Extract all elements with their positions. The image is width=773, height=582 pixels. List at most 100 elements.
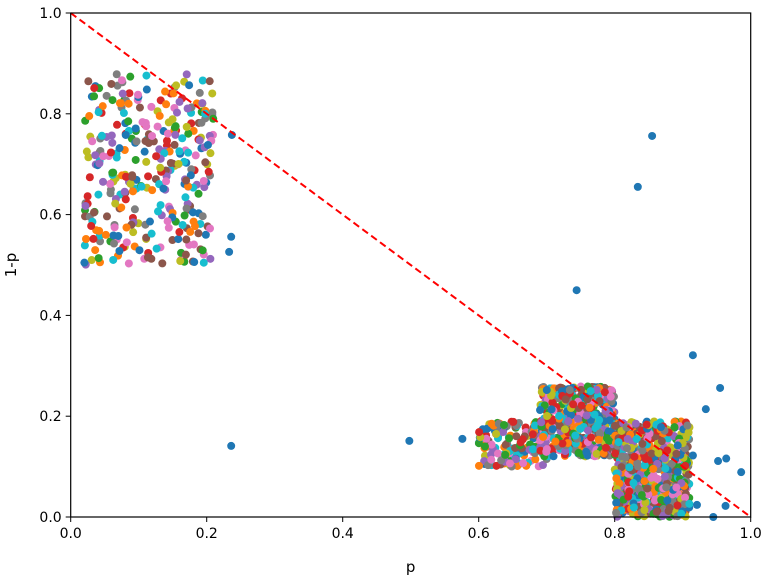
- scatter-point: [592, 449, 601, 458]
- scatter-point: [625, 463, 634, 472]
- y-tick-label: 0.6: [39, 208, 61, 224]
- scatter-point: [85, 173, 94, 182]
- scatter-point: [186, 227, 195, 236]
- scatter-point: [118, 89, 127, 98]
- scatter-point: [505, 459, 514, 468]
- scatter-point: [621, 453, 630, 462]
- scatter-point: [657, 495, 666, 504]
- scatter-point: [83, 192, 92, 201]
- scatter-point: [173, 108, 182, 117]
- scatter-point: [164, 118, 173, 127]
- scatter-point: [673, 501, 682, 510]
- scatter-point: [184, 148, 193, 157]
- scatter-point: [134, 90, 143, 99]
- scatter-point: [500, 420, 509, 429]
- scatter-point: [654, 448, 663, 457]
- scatter-point: [684, 470, 693, 479]
- scatter-point: [649, 464, 658, 473]
- scatter-point: [97, 131, 106, 140]
- scatter-point: [613, 489, 622, 498]
- scatter-point: [637, 491, 646, 500]
- scatter-point: [91, 151, 100, 160]
- scatter-point: [183, 104, 192, 113]
- scatter-point: [683, 421, 692, 430]
- scatter-point: [158, 259, 167, 268]
- scatter-point: [474, 461, 483, 470]
- scatter-point: [90, 84, 99, 93]
- scatter-point: [617, 463, 626, 472]
- scatter-point: [91, 246, 100, 255]
- scatter-point: [585, 403, 594, 412]
- scatter-point: [577, 401, 586, 410]
- scatter-point: [181, 193, 190, 202]
- scatter-point: [664, 507, 673, 516]
- scatter-point: [130, 205, 139, 214]
- scatter-point: [499, 428, 508, 437]
- scatter-point: [519, 459, 528, 468]
- scatter-point: [205, 77, 214, 86]
- scatter-point: [108, 138, 117, 147]
- scatter-point: [634, 484, 643, 493]
- scatter-point: [178, 134, 187, 143]
- scatter-point: [182, 235, 191, 244]
- scatter-point: [629, 503, 638, 512]
- scatter-point: [190, 222, 199, 231]
- scatter-point: [99, 152, 108, 161]
- scatter-point: [198, 99, 207, 108]
- scatter-point: [175, 97, 184, 106]
- scatter-point: [200, 183, 209, 192]
- scatter-point: [548, 398, 557, 407]
- scatter-point: [102, 212, 111, 221]
- scatter-point: [530, 421, 539, 430]
- scatter-point: [182, 122, 191, 131]
- scatter-point: [89, 208, 98, 217]
- y-tick-label: 0.2: [39, 409, 61, 425]
- scatter-point: [84, 77, 93, 86]
- scatter-point: [190, 258, 199, 267]
- plot-frame: [70, 12, 752, 518]
- scatter-point: [487, 455, 496, 464]
- scatter-point: [205, 224, 214, 233]
- scatter-point: [593, 420, 602, 429]
- scatter-point: [641, 454, 650, 463]
- scatter-point: [108, 96, 117, 105]
- scatter-point: [653, 474, 662, 483]
- scatter-point: [94, 190, 103, 199]
- outlier-point: [688, 451, 697, 460]
- scatter-point: [96, 237, 105, 246]
- scatter-point: [561, 395, 570, 404]
- scatter-point: [113, 120, 122, 129]
- scatter-point: [119, 109, 128, 118]
- scatter-point: [594, 435, 603, 444]
- scatter-point: [170, 140, 179, 149]
- scatter-point: [166, 158, 175, 167]
- scatter-point: [197, 118, 206, 127]
- y-tick-label: 1.0: [39, 6, 61, 22]
- scatter-point: [201, 230, 210, 239]
- scatter-point: [685, 499, 694, 508]
- scatter-point: [492, 461, 501, 470]
- x-tick-label: 0.8: [604, 526, 626, 542]
- scatter-point: [632, 434, 641, 443]
- scatter-point: [107, 79, 116, 88]
- scatter-point: [640, 506, 649, 515]
- scatter-point: [135, 103, 144, 112]
- scatter-point: [583, 395, 592, 404]
- scatter-point: [605, 416, 614, 425]
- y-tick-label: 0.4: [39, 308, 61, 324]
- x-axis-label: p: [406, 558, 416, 576]
- scatter-point: [542, 386, 551, 395]
- scatter-point: [147, 102, 156, 111]
- scatter-point: [652, 507, 661, 516]
- scatter-point: [95, 226, 104, 235]
- scatter-point: [475, 428, 484, 437]
- scatter-point: [142, 157, 151, 166]
- scatter-point: [206, 254, 215, 263]
- scatter-point: [163, 217, 172, 226]
- scatter-point: [528, 430, 537, 439]
- scatter-point: [126, 72, 135, 81]
- scatter-point: [612, 508, 621, 517]
- scatter-point: [663, 496, 672, 505]
- scatter-point: [590, 410, 599, 419]
- scatter-point: [670, 423, 679, 432]
